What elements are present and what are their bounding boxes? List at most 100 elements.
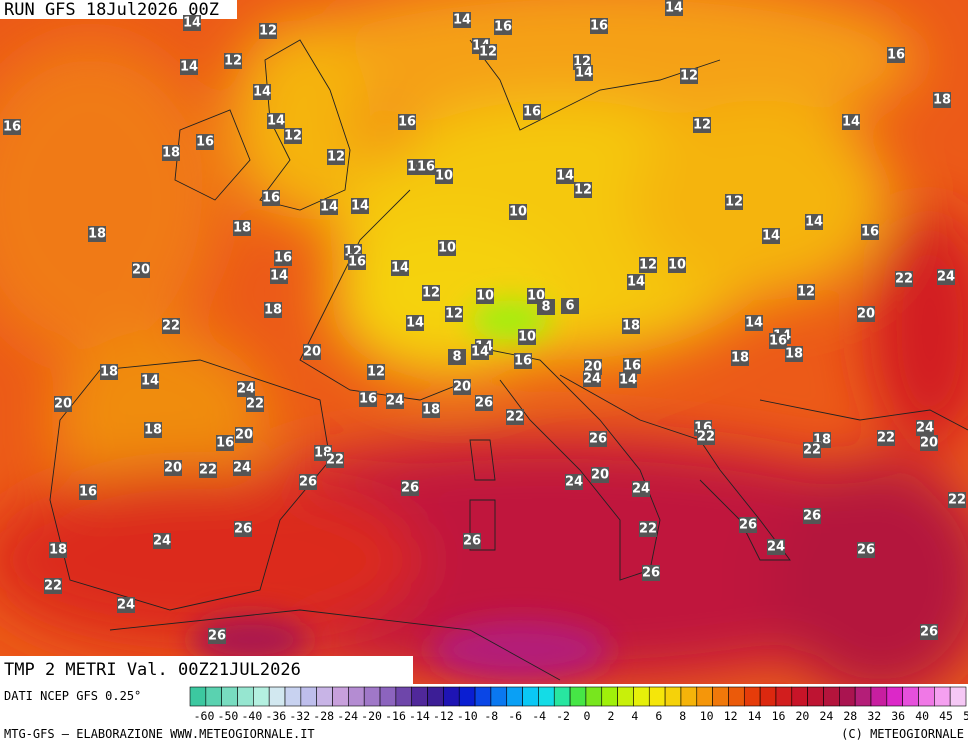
temperature-label: 10 xyxy=(668,258,686,273)
temperature-label: 14 xyxy=(762,229,780,244)
temperature-label: 14 xyxy=(745,316,763,331)
colorbar-cell xyxy=(205,686,222,707)
colorbar-tick-label: -12 xyxy=(433,709,454,723)
label-box xyxy=(514,353,532,369)
temperature-label: 16 xyxy=(769,334,787,349)
colorbar-cell xyxy=(886,686,903,707)
temperature-label: 14 xyxy=(391,261,409,276)
credit: MTG-GFS — ELABORAZIONE WWW.METEOGIORNALE… xyxy=(4,727,315,741)
label-box xyxy=(693,117,711,133)
temperature-label: 14 xyxy=(627,275,645,290)
temperature-label: 8 xyxy=(452,350,461,365)
label-box xyxy=(697,429,715,445)
label-box xyxy=(326,452,344,468)
colorbar-cell xyxy=(870,686,888,707)
label-box xyxy=(162,145,180,161)
temperature-label: 20 xyxy=(132,263,150,278)
colorbar-cell xyxy=(411,686,428,707)
colorbar-tick-label: 0 xyxy=(584,709,591,723)
temperature-label: 16 xyxy=(590,19,608,34)
colorbar-tick-label: 14 xyxy=(748,709,762,723)
label-box xyxy=(391,260,409,276)
temperature-label: 26 xyxy=(857,543,875,558)
colorbar-cell xyxy=(443,686,460,707)
label-box xyxy=(132,262,150,278)
colorbar-tick-label: -60 xyxy=(194,709,215,723)
colorbar-cell xyxy=(775,686,793,707)
colorbar-tick-label: 24 xyxy=(819,709,833,723)
label-box xyxy=(445,306,463,322)
temperature-label: 20 xyxy=(584,360,602,375)
label-box xyxy=(857,542,875,558)
field-box xyxy=(0,656,413,684)
colorbar-cell xyxy=(569,686,587,707)
temperature-label: 14 xyxy=(270,269,288,284)
temperature-label: 26 xyxy=(299,475,317,490)
label-box xyxy=(417,159,435,175)
label-box xyxy=(895,271,913,287)
temperature-label: 12 xyxy=(284,129,302,144)
temperature-label: 16 xyxy=(494,20,512,35)
temperature-label: 12 xyxy=(693,118,711,133)
label-box xyxy=(164,460,182,476)
temperature-label: 26 xyxy=(463,534,481,549)
label-box xyxy=(857,306,875,322)
label-box xyxy=(406,315,424,331)
colorbar-tick-label: -36 xyxy=(265,709,286,723)
colorbar-cell xyxy=(696,686,713,707)
temperature-label: 20 xyxy=(235,428,253,443)
label-box xyxy=(162,318,180,334)
temperature-label: 10 xyxy=(509,205,527,220)
temperature-label: 16 xyxy=(514,354,532,369)
temperature-label: 24 xyxy=(153,534,171,549)
temperature-label: 16 xyxy=(3,120,21,135)
temperature-label: 22 xyxy=(162,319,180,334)
label-box xyxy=(509,204,527,220)
label-box xyxy=(627,274,645,290)
label-box xyxy=(739,517,757,533)
label-box xyxy=(619,372,637,388)
temperature-label: 22 xyxy=(44,579,62,594)
label-box xyxy=(235,427,253,443)
label-box xyxy=(435,168,453,184)
temperature-label: 16 xyxy=(417,160,435,175)
label-box xyxy=(299,474,317,490)
label-box xyxy=(575,65,593,81)
label-box xyxy=(79,484,97,500)
temperature-label: 14 xyxy=(267,114,285,129)
temperature-label: 22 xyxy=(877,431,895,446)
temperature-label: 22 xyxy=(697,430,715,445)
temperature-label: 6 xyxy=(565,299,574,314)
temperature-label: 14 xyxy=(253,85,271,100)
colorbar-tick-label: 36 xyxy=(891,709,905,723)
label-box xyxy=(386,393,404,409)
label-box xyxy=(933,92,951,108)
copyright: (C) METEOGIORNALE xyxy=(841,727,964,741)
temperature-label: 16 xyxy=(523,105,541,120)
temperature-label: 14 xyxy=(556,169,574,184)
label-box xyxy=(274,250,292,266)
header-box xyxy=(0,0,237,19)
temperature-label: 12 xyxy=(479,45,497,60)
temperature-label: 12 xyxy=(224,54,242,69)
colorbar-cell xyxy=(189,686,207,707)
label-box xyxy=(937,269,955,285)
field-title: TMP 2 METRI Val. 00Z21JUL2026 xyxy=(4,660,301,680)
colorbar-tick-label: 20 xyxy=(796,709,810,723)
temperature-label: 12 xyxy=(367,365,385,380)
temperature-label: 14 xyxy=(471,345,489,360)
temperature-label: 16 xyxy=(861,225,879,240)
colorbar-tick-label: 32 xyxy=(867,709,881,723)
label-box xyxy=(284,128,302,144)
label-box xyxy=(665,0,683,16)
temperature-label: 24 xyxy=(565,475,583,490)
temperature-label: 22 xyxy=(199,463,217,478)
colorbar-cell xyxy=(284,686,302,707)
label-box xyxy=(54,396,72,412)
label-box xyxy=(49,542,67,558)
temperature-label: 20 xyxy=(591,468,609,483)
colorbar-cell xyxy=(823,686,840,707)
label-box xyxy=(479,44,497,60)
temperature-label: 12 xyxy=(725,195,743,210)
